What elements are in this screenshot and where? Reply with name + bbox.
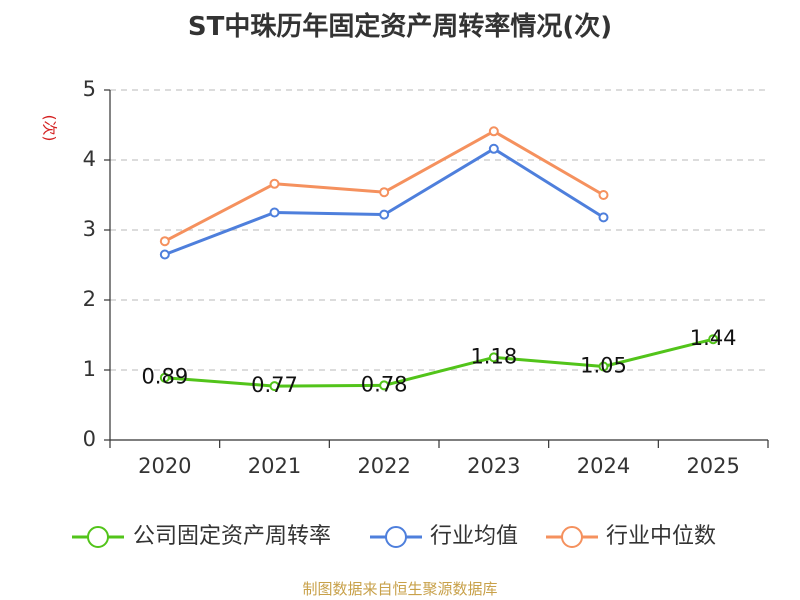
legend-label: 行业中位数 xyxy=(606,524,716,549)
data-label: 1.44 xyxy=(690,326,737,350)
y-tick-label: 4 xyxy=(83,147,96,171)
x-tick-label: 2022 xyxy=(357,454,410,478)
chart-title: ST中珠历年固定资产周转率情况(次) xyxy=(187,12,613,42)
legend-marker xyxy=(561,526,583,548)
series xyxy=(159,126,719,392)
data-label: 0.89 xyxy=(141,365,188,389)
legend-marker xyxy=(385,526,407,548)
data-point xyxy=(269,178,280,189)
data-point xyxy=(598,361,609,372)
x-tick-label: 2020 xyxy=(138,454,191,478)
x-tick-label: 2021 xyxy=(248,454,301,478)
data-label: 1.18 xyxy=(470,344,517,368)
y-tick-label: 1 xyxy=(83,357,96,381)
data-point xyxy=(379,380,390,391)
data-point xyxy=(488,143,499,154)
data-point xyxy=(708,334,719,345)
series-line xyxy=(164,129,605,243)
source-note: 制图数据来自恒生聚源数据库 xyxy=(302,580,498,598)
y-tick-label: 2 xyxy=(83,287,96,311)
data-label: 0.78 xyxy=(361,372,408,396)
x-tick-label: 2023 xyxy=(467,454,520,478)
legend-marker xyxy=(87,526,109,548)
series-line xyxy=(164,337,714,388)
data-point xyxy=(488,352,499,363)
data-point xyxy=(379,187,390,198)
y-tick-label: 0 xyxy=(83,427,96,451)
data-label: 0.77 xyxy=(251,373,298,397)
data-point xyxy=(598,190,609,200)
legend: 公司固定资产周转率 行业均值 行业中位数 xyxy=(72,524,716,549)
data-point xyxy=(488,126,499,137)
y-axis-label: (次) xyxy=(41,115,59,142)
data-point xyxy=(159,249,170,260)
data-point xyxy=(379,209,390,220)
series-line xyxy=(164,147,605,256)
data-point xyxy=(269,381,280,392)
x-tick-label: 2024 xyxy=(577,454,630,478)
grid-lines xyxy=(110,89,768,371)
data-labels: 0.89 0.77 0.78 1.18 1.05 1.44 xyxy=(141,326,736,397)
y-tick-label: 5 xyxy=(83,77,96,101)
legend-label: 公司固定资产周转率 xyxy=(133,524,331,549)
x-tick-label: 2025 xyxy=(686,454,739,478)
legend-label: 行业均值 xyxy=(430,524,518,549)
data-point xyxy=(159,236,170,247)
axes: 0 1 2 3 4 5 2020 2021 2022 2023 2024 2025 xyxy=(83,77,769,478)
data-label: 1.05 xyxy=(580,354,627,378)
data-point xyxy=(159,372,170,383)
data-point xyxy=(269,207,280,218)
data-point xyxy=(598,212,609,223)
y-tick-label: 3 xyxy=(83,217,96,241)
